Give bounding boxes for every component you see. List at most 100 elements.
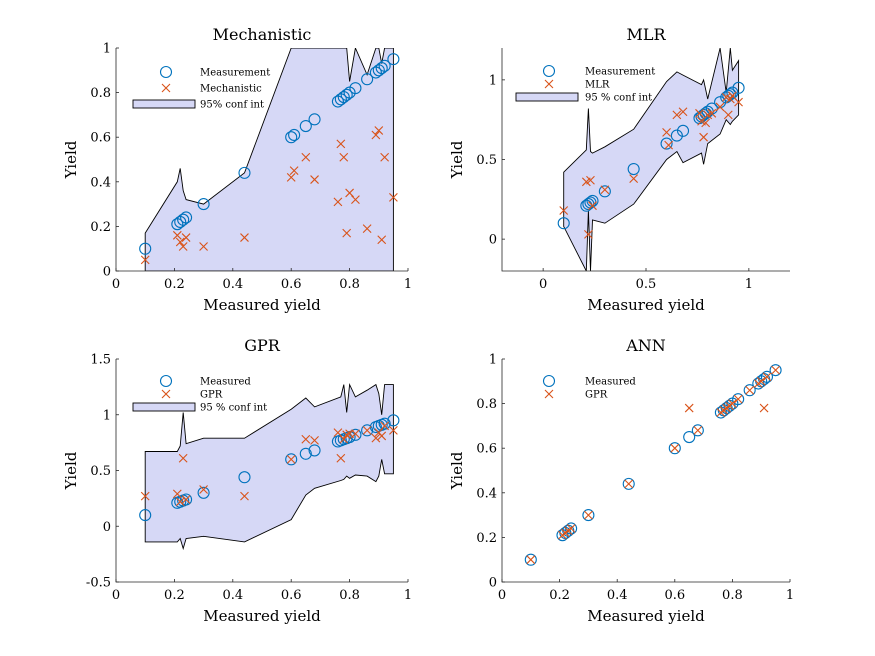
legend-measured-marker bbox=[159, 374, 173, 388]
predicted-point bbox=[339, 152, 349, 162]
x-tick-label: 1 bbox=[404, 588, 412, 603]
predicted-point bbox=[670, 443, 680, 453]
chart-title: Mechanistic bbox=[213, 25, 312, 44]
y-tick-label: 1.5 bbox=[90, 353, 111, 368]
measured-point bbox=[197, 486, 210, 499]
measured-point bbox=[732, 393, 745, 406]
predicted-point bbox=[336, 453, 346, 463]
measured-point bbox=[387, 414, 400, 427]
predicted-point bbox=[600, 185, 610, 195]
x-tick-label: 0.8 bbox=[339, 277, 360, 292]
legend-label: 95 % conf int bbox=[200, 403, 267, 414]
predicted-point bbox=[342, 228, 352, 238]
measured-point bbox=[288, 128, 301, 142]
legend-measured-marker bbox=[159, 65, 173, 79]
legend-predicted-marker bbox=[161, 389, 171, 399]
predicted-point bbox=[178, 242, 188, 251]
confidence-band bbox=[144, 48, 394, 271]
measured-point bbox=[299, 447, 312, 460]
predicted-point bbox=[629, 174, 639, 184]
measured-point bbox=[308, 444, 321, 457]
measured-point bbox=[378, 417, 391, 430]
predicted-point bbox=[301, 152, 311, 162]
confidence-band bbox=[563, 48, 740, 271]
legend-predicted-marker bbox=[161, 83, 171, 93]
predicted-point bbox=[745, 385, 755, 395]
predicted-point bbox=[181, 495, 191, 504]
x-tick-label: 1 bbox=[786, 588, 794, 603]
predicted-point bbox=[140, 255, 150, 265]
y-tick-label: 1 bbox=[489, 353, 497, 368]
legend-measured-marker bbox=[542, 374, 556, 388]
x-tick-label: 0.4 bbox=[607, 588, 628, 603]
measured-point bbox=[582, 509, 595, 522]
predicted-point bbox=[351, 429, 360, 439]
x-tick-label: 0.4 bbox=[222, 588, 243, 603]
predicted-point bbox=[707, 108, 717, 118]
plot-area bbox=[524, 364, 782, 566]
y-tick-label: 0.4 bbox=[476, 486, 497, 501]
y-tick-label: 0 bbox=[103, 265, 111, 280]
predicted-point bbox=[699, 132, 708, 142]
series-gpr bbox=[526, 365, 780, 565]
measured-point bbox=[340, 88, 353, 101]
y-tick-label: 0.2 bbox=[90, 220, 111, 235]
measured-point bbox=[598, 185, 611, 198]
predicted-point bbox=[178, 453, 188, 463]
measured-point bbox=[139, 242, 152, 255]
x-axis-label: Measured yield bbox=[587, 296, 705, 314]
predicted-point bbox=[728, 399, 737, 408]
x-axis-label: Measured yield bbox=[203, 296, 321, 314]
x-axis-label: Measured yield bbox=[203, 607, 321, 625]
measured-point bbox=[670, 129, 683, 142]
predicted-point bbox=[345, 188, 354, 198]
predicted-point bbox=[140, 491, 150, 501]
predicted-point bbox=[584, 510, 593, 520]
predicted-point bbox=[584, 229, 593, 239]
legend: Measurement MLR 95 % conf int bbox=[515, 64, 655, 104]
legend-label: GPR bbox=[200, 390, 223, 401]
measured-point bbox=[285, 453, 298, 466]
x-tick-label: 0.5 bbox=[636, 277, 657, 292]
measured-point bbox=[676, 124, 690, 137]
legend-predicted-marker bbox=[544, 389, 554, 399]
measured-point bbox=[375, 62, 388, 75]
x-tick-label: 0.6 bbox=[281, 588, 302, 603]
legend-band-swatch bbox=[132, 402, 196, 412]
measured-point bbox=[743, 384, 756, 397]
measured-point bbox=[683, 430, 696, 444]
y-tick-label: 0.8 bbox=[90, 86, 111, 101]
predicted-point bbox=[199, 242, 208, 251]
measured-point bbox=[349, 82, 362, 95]
predicted-point bbox=[695, 108, 704, 118]
x-tick-label: 1 bbox=[745, 277, 753, 292]
x-tick-label: 0.8 bbox=[722, 588, 743, 603]
y-axis-label: Yield bbox=[62, 451, 80, 490]
y-axis-label: Yield bbox=[448, 451, 466, 490]
measured-point bbox=[180, 211, 193, 224]
y-tick-label: 1 bbox=[103, 408, 111, 423]
y-axis-label: Yield bbox=[448, 140, 466, 179]
predicted-point bbox=[586, 175, 595, 185]
y-tick-label: 0 bbox=[489, 233, 497, 248]
x-tick-label: 0 bbox=[539, 277, 547, 292]
legend-label: 95 % conf int bbox=[585, 93, 652, 104]
legend-band-swatch bbox=[132, 99, 196, 109]
subplot-mlr: 0 0.5 1 0 0.5 1 MLR Measured yield Yield Measurem… bbox=[448, 25, 790, 314]
predicted-point bbox=[723, 110, 733, 120]
measured-point bbox=[732, 81, 745, 94]
predicted-point bbox=[377, 235, 387, 245]
subplot-ann: 0 0.2 0.4 0.6 0.8 1 0 0.2 0.4 0.6 0.8 1 ANN Measured … bbox=[448, 336, 794, 625]
y-tick-label: 0 bbox=[489, 576, 497, 591]
y-tick-label: 0.4 bbox=[90, 175, 111, 190]
legend-label: Measured bbox=[200, 377, 251, 388]
legend-measured-marker bbox=[542, 64, 556, 78]
measured-point bbox=[668, 442, 681, 455]
predicted-point bbox=[734, 97, 743, 107]
measured-point bbox=[180, 493, 193, 506]
measured-point bbox=[726, 86, 739, 99]
predicted-point bbox=[181, 233, 191, 242]
predicted-point bbox=[175, 237, 185, 247]
subplot-mechanistic: 0 0.2 0.4 0.6 0.8 100.20.40.60.81MechanisticM… bbox=[62, 25, 412, 314]
predicted-point bbox=[336, 139, 346, 149]
